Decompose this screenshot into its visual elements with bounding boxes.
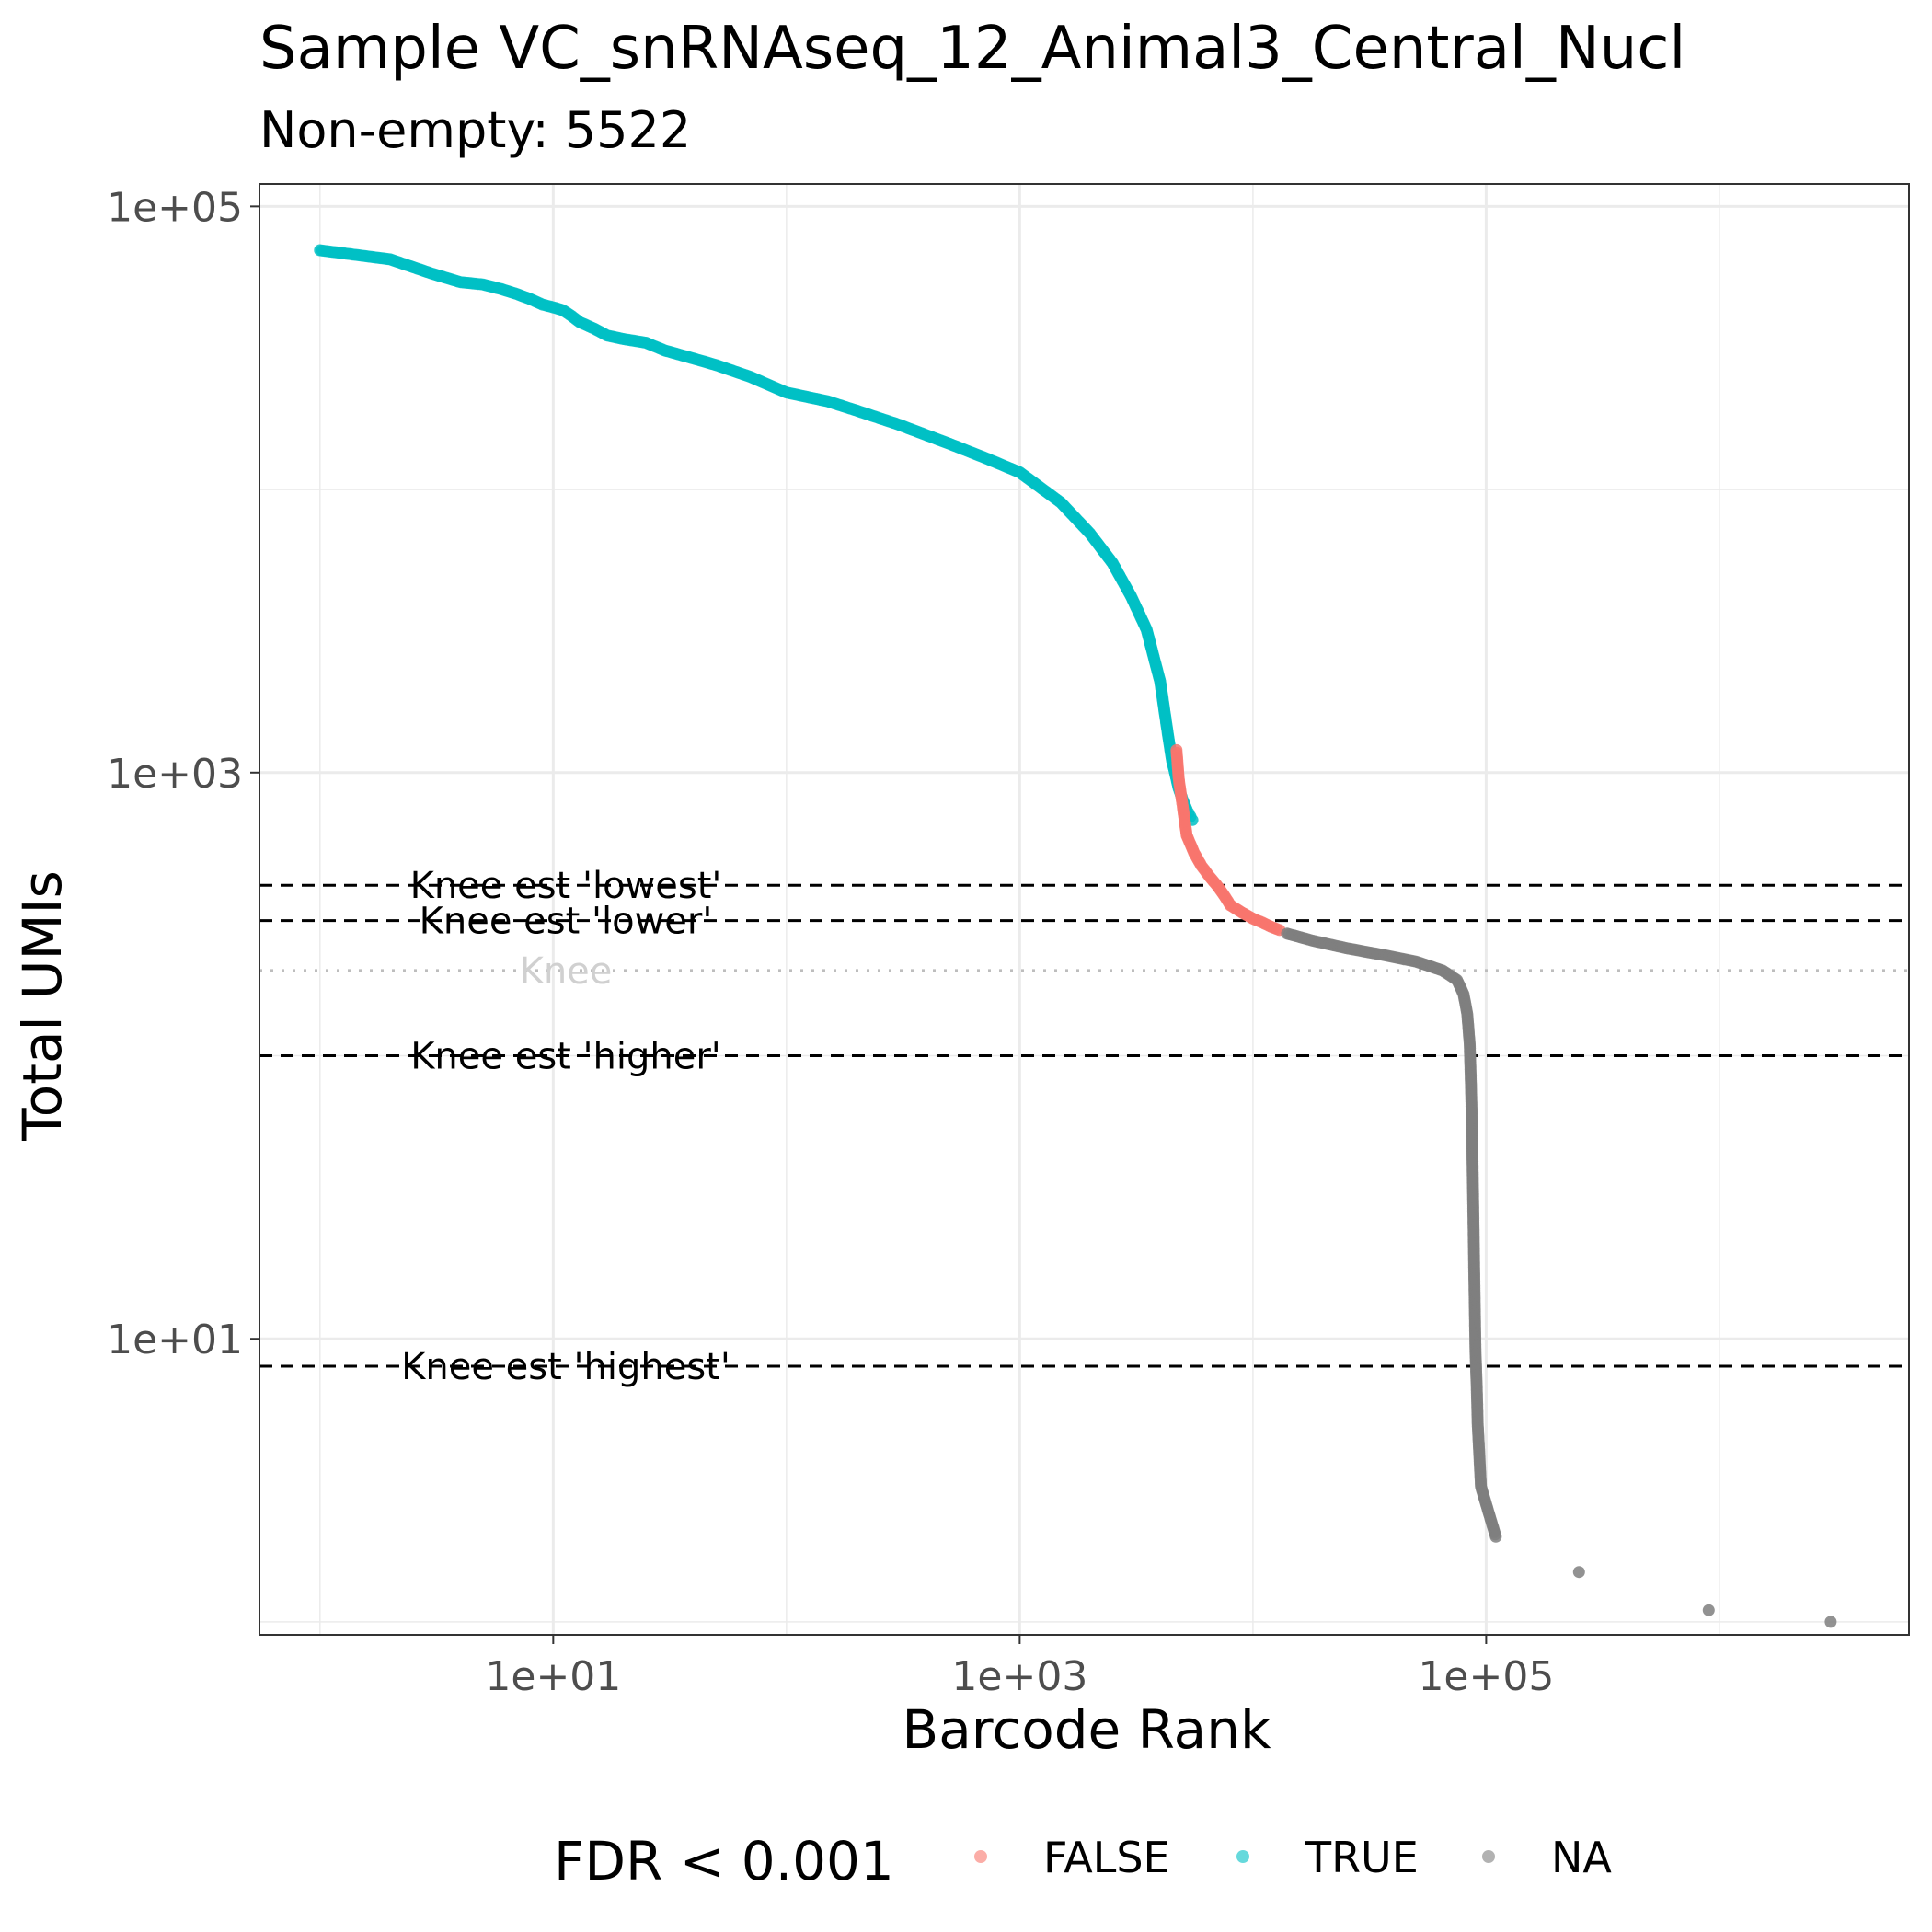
legend-label-false: FALSE (1043, 1833, 1170, 1882)
plot-panel: Knee est 'lowest'Knee est 'lower' Knee Kne… (259, 183, 1910, 1636)
knee-estimate-label: Knee est 'highest' (401, 1346, 730, 1388)
y-axis-title: Total UMIs (11, 870, 74, 1142)
x-tick-label: 1e+03 (951, 1653, 1087, 1700)
knee-reference-label: Knee (520, 950, 613, 993)
knee-threshold-lines (259, 883, 1909, 1368)
x-axis-title: Barcode Rank (902, 1698, 1271, 1761)
knee-estimate-label: Knee est 'lower' (420, 901, 713, 943)
knee-labels: Knee est 'lowest'Knee est 'lower' Knee Kne… (401, 865, 730, 1388)
y-tick-label: 1e+05 (107, 184, 243, 231)
series-false-points (1170, 743, 1286, 937)
legend-label-true: TRUE (1305, 1833, 1419, 1882)
x-tick-label: 1e+05 (1418, 1653, 1554, 1700)
legend-keys: FALSE TRUE NA (974, 1833, 1612, 1882)
plot-border (259, 183, 1910, 1636)
knee-estimate-label: Knee est 'higher' (410, 1035, 721, 1077)
chart-subtitle: Non-empty: 5522 (259, 101, 691, 159)
knee-estimate-label: Knee est 'lowest' (410, 865, 722, 907)
x-axis: 1e+01 1e+03 1e+05 (485, 1635, 1554, 1700)
legend-key-na (1482, 1850, 1495, 1863)
data-points (314, 244, 1837, 1628)
data-point (1489, 1530, 1502, 1543)
chart-title: Sample VC_snRNAseq_12_Animal3_Central_Nu… (259, 15, 1685, 83)
series-true-points (314, 244, 1199, 826)
y-tick-label: 1e+01 (107, 1317, 243, 1363)
series-na-points (1281, 927, 1837, 1628)
legend-label-na: NA (1551, 1833, 1612, 1882)
legend: FDR < 0.001 FALSE TRUE NA (554, 1830, 1612, 1892)
legend-title: FDR < 0.001 (554, 1830, 894, 1892)
data-point (1824, 1616, 1837, 1628)
data-point (1572, 1566, 1585, 1579)
legend-key-false (974, 1850, 987, 1863)
legend-key-true (1236, 1850, 1249, 1863)
y-tick-label: 1e+03 (107, 751, 243, 798)
y-axis: 1e+01 1e+03 1e+05 (107, 184, 259, 1363)
x-tick-label: 1e+01 (485, 1653, 621, 1700)
grid-lines (259, 184, 1909, 1635)
data-point (1702, 1604, 1715, 1616)
